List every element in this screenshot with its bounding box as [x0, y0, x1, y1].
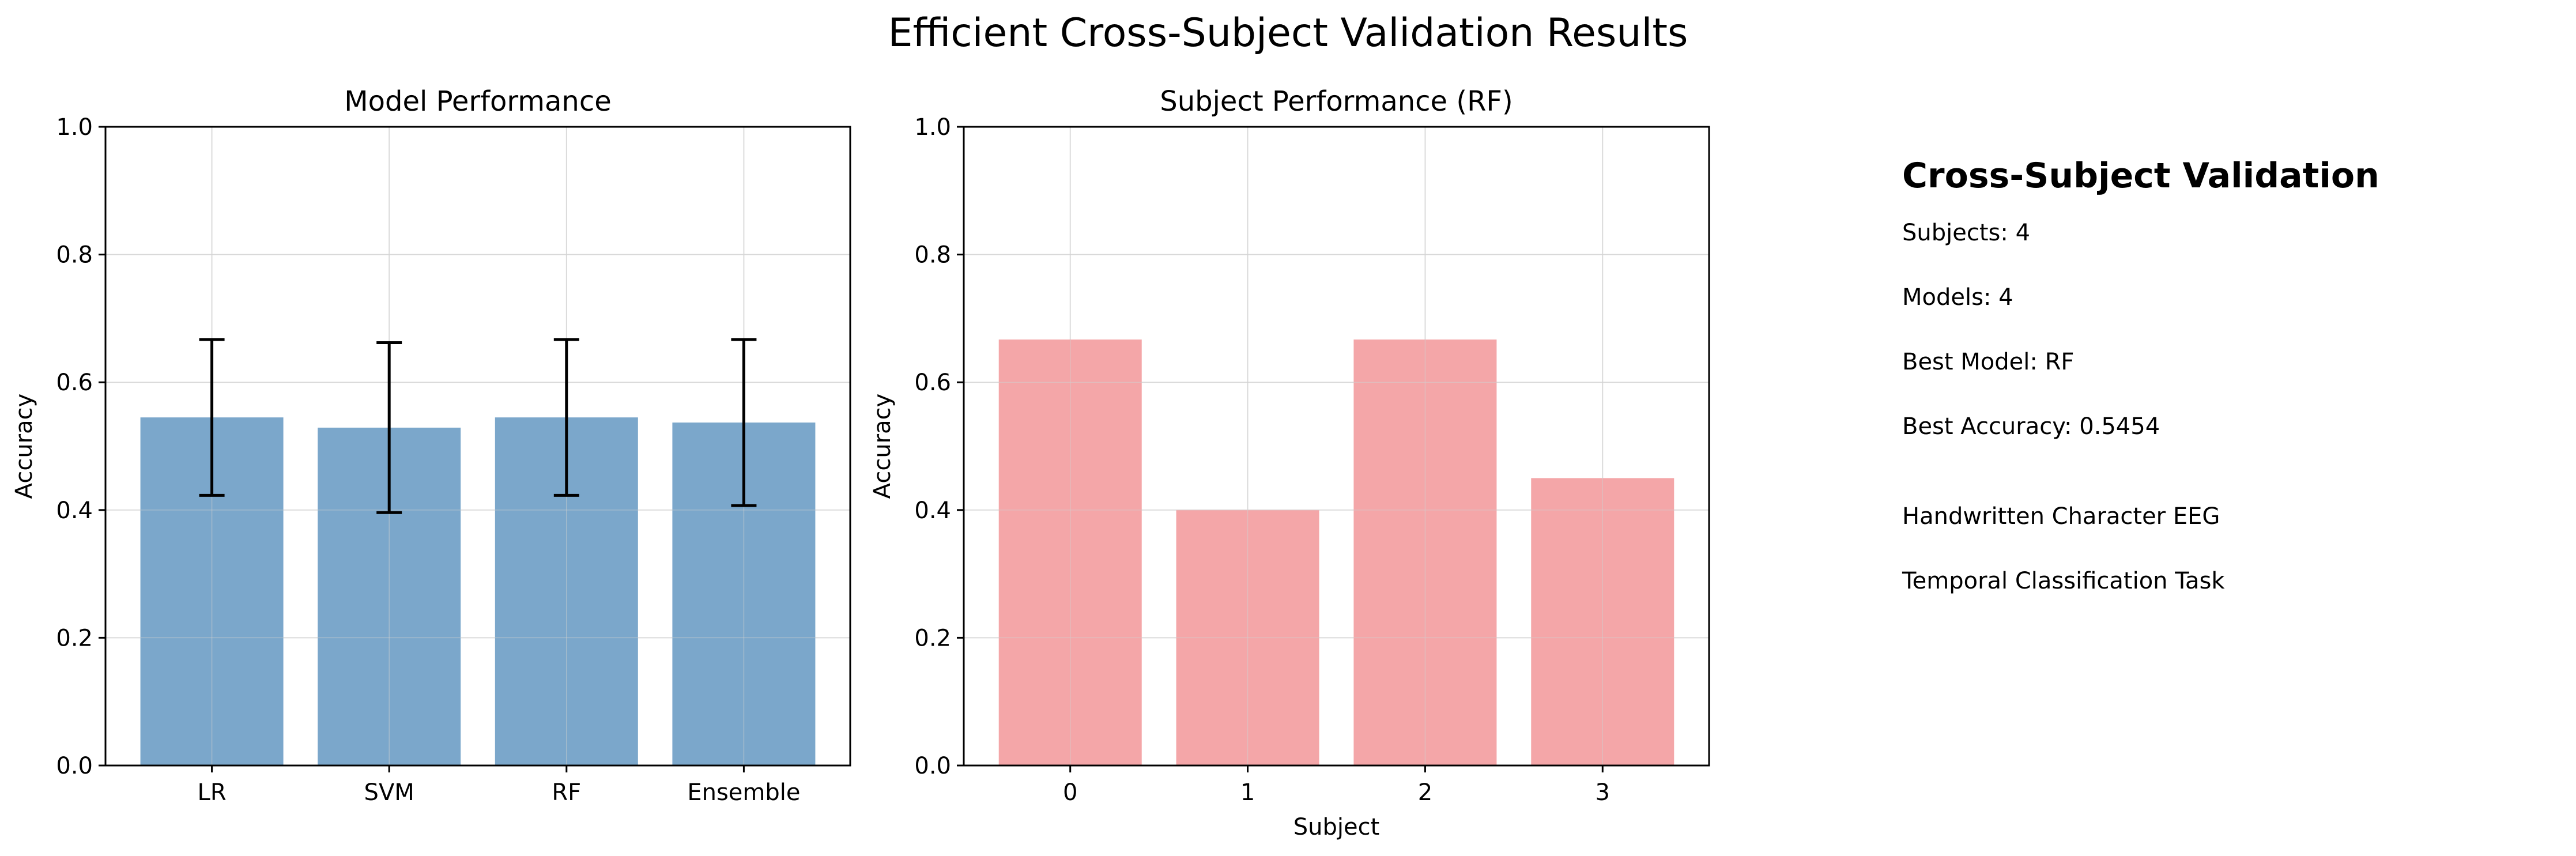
axes-frame	[963, 126, 1710, 767]
y-axis-label: Accuracy	[869, 394, 896, 499]
x-tick-label-1: 1	[1240, 779, 1255, 806]
x-tick-label-3: 3	[1596, 779, 1610, 806]
y-tick-label: 0.0	[56, 753, 93, 779]
subject-performance-chart: 0.0 0.2 0.4 0.6 0.8 1.0 0 1 2 3 Subject Performanc…	[869, 85, 1710, 840]
info-best-model: Best Model: RF	[1902, 349, 2075, 375]
info-panel: Cross-Subject Validation Subjects: 4 Mod…	[1902, 156, 2379, 632]
info-dataset-note: Handwritten Character EEG	[1902, 503, 2220, 530]
info-subjects: Subjects: 4	[1902, 220, 2031, 246]
model-performance-chart: 0.0 0.2 0.4 0.6 0.8 1.0 LR SVM RF Ensemble Model P…	[11, 85, 851, 806]
x-tick-label-lr: LR	[198, 779, 227, 806]
error-bar-ensemble	[731, 338, 757, 507]
y-tick-label: 0.8	[56, 242, 93, 269]
y-tick-label: 0.6	[56, 369, 93, 396]
x-tick-label-svm: SVM	[364, 779, 414, 806]
y-axis-label: Accuracy	[11, 394, 37, 499]
info-heading: Cross-Subject Validation	[1902, 156, 2379, 196]
y-tick-label: 0.2	[914, 625, 951, 651]
y-tick-label: 1.0	[56, 114, 93, 141]
y-tick-label: 0.0	[914, 753, 951, 779]
x-tick-label-0: 0	[1063, 779, 1077, 806]
x-tick-label-ensemble: Ensemble	[687, 779, 800, 806]
y-tick-label: 0.6	[914, 369, 951, 396]
y-tick-label: 0.4	[914, 497, 951, 524]
x-tick-label-rf: RF	[552, 779, 581, 806]
info-best-accuracy: Best Accuracy: 0.5454	[1902, 413, 2160, 440]
y-tick-label: 0.4	[56, 497, 93, 524]
error-bar-lr	[199, 338, 225, 497]
chart-title: Subject Performance (RF)	[1160, 85, 1513, 118]
axes-frame	[104, 126, 851, 767]
info-models: Models: 4	[1902, 284, 2013, 311]
info-task-note: Temporal Classification Task	[1902, 568, 2225, 594]
x-axis-label: Subject	[1293, 814, 1380, 840]
figure-suptitle: Efficient Cross-Subject Validation Resul…	[888, 10, 1688, 56]
chart-title: Model Performance	[344, 85, 612, 118]
y-tick-label: 0.8	[914, 242, 951, 269]
x-tick-label-2: 2	[1418, 779, 1432, 806]
error-bar-svm	[376, 341, 402, 514]
y-tick-label: 1.0	[914, 114, 951, 141]
y-tick-label: 0.2	[56, 625, 93, 651]
error-bar-rf	[553, 338, 579, 497]
